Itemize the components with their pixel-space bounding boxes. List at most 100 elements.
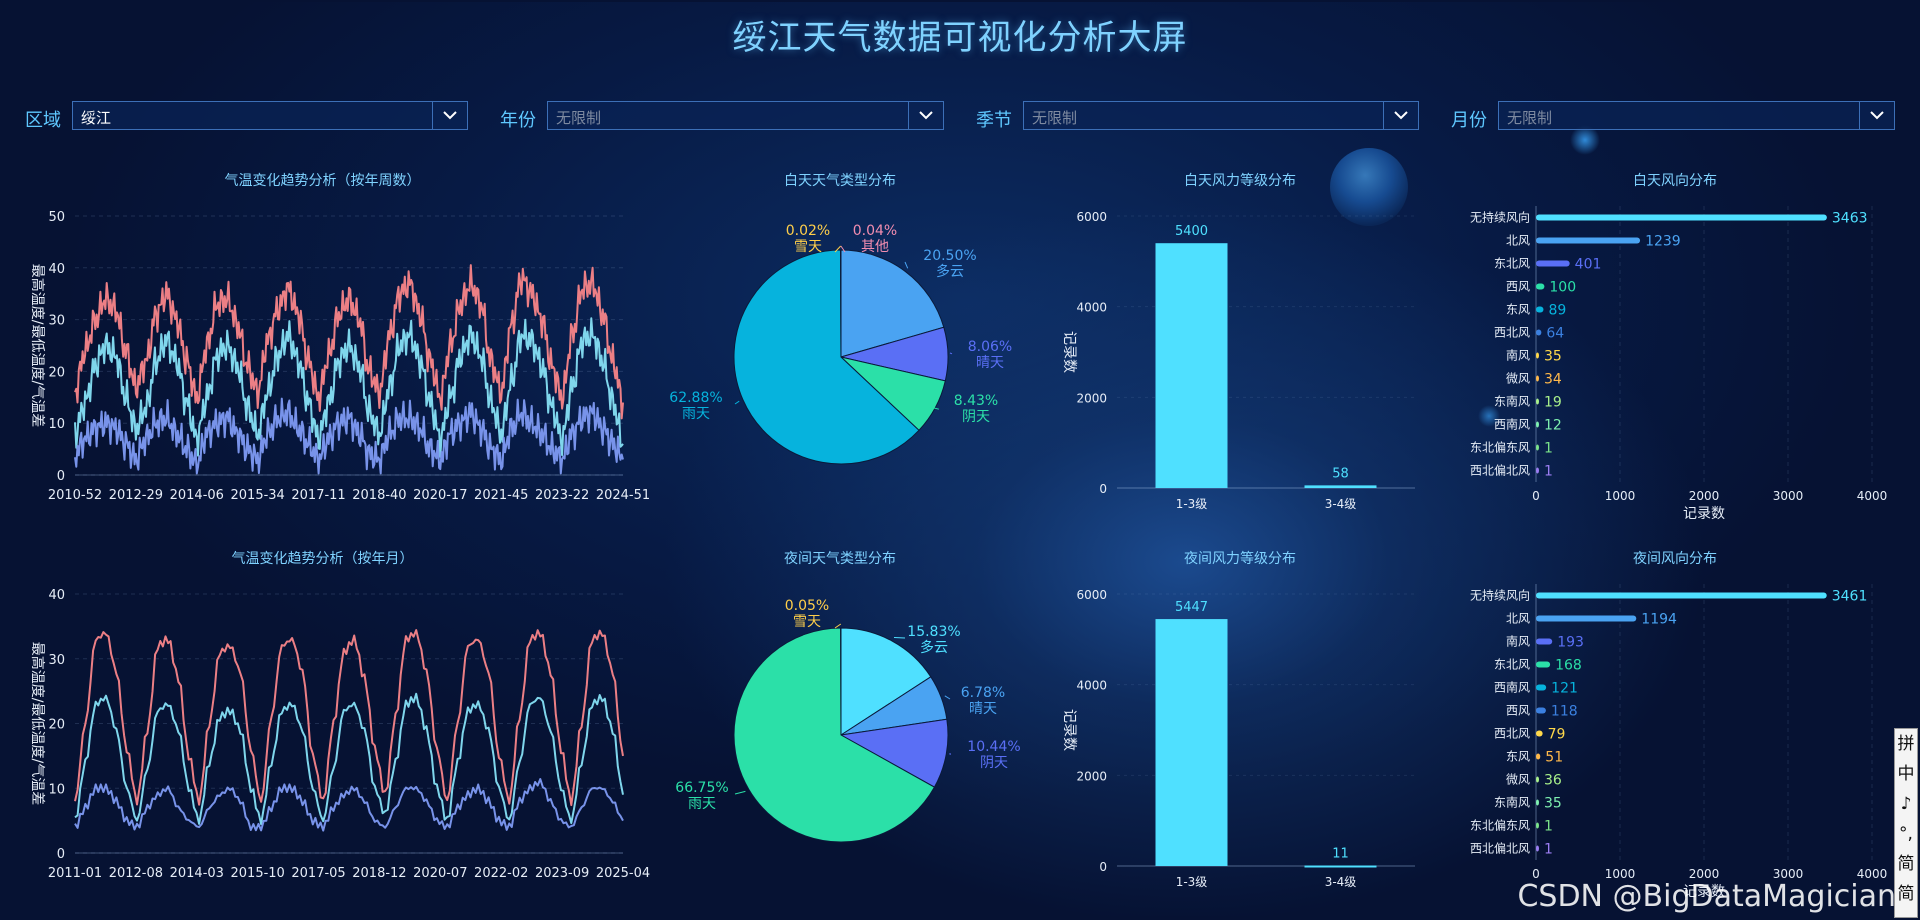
x-tick-label: 2010-52 (48, 488, 102, 503)
bar (1536, 283, 1545, 290)
pie-slice (733, 627, 936, 843)
y-tick-label: 6000 (1076, 588, 1107, 602)
y-tick-label: 西北风 (1494, 326, 1530, 340)
region-select[interactable]: 绥江 (72, 101, 468, 130)
pie-leader-line (904, 261, 909, 269)
bar-value-label: 3463 (1832, 211, 1868, 227)
x-tick-label: 2000 (1689, 489, 1720, 503)
pie-leader-line (834, 623, 842, 629)
bar (1536, 260, 1570, 267)
y-tick-label: 西北偏北风 (1470, 463, 1530, 478)
y-tick-label: 北风 (1506, 612, 1530, 626)
bar (1536, 352, 1539, 359)
chevron-down-icon[interactable] (1859, 102, 1894, 129)
month-select-placeholder: 无限制 (1507, 109, 1553, 127)
y-tick-label: 东北偏东风 (1470, 818, 1530, 833)
pie-leader-line (929, 406, 940, 410)
y-tick-label: 西风 (1506, 280, 1530, 294)
bar-value-label: 1 (1544, 464, 1553, 480)
filter-label-region: 区域 (25, 110, 61, 131)
chevron-down-icon[interactable] (432, 102, 467, 129)
bar-value-label: 3461 (1832, 589, 1868, 605)
chevron-down-icon[interactable] (1383, 102, 1418, 129)
bar (1536, 638, 1553, 645)
bar-value-label: 5400 (1175, 224, 1208, 239)
region-select-value: 绥江 (81, 109, 112, 127)
x-tick-label: 1-3级 (1176, 497, 1208, 511)
pie-leader-line (893, 637, 906, 639)
bar (1155, 243, 1228, 488)
night-wind-level-bar-chart: 0 2000 4000 6000 5447 1-3级 11 3-4级 记录数 (1061, 588, 1415, 889)
pie-leader-line (949, 352, 953, 355)
watermark-text: CSDN @BigDataMagician (1517, 879, 1896, 914)
bar-value-label: 35 (1544, 349, 1562, 365)
x-tick-label: 2014-03 (170, 866, 224, 881)
pie-name-label: 晴天 (976, 355, 1004, 371)
x-tick-label: 1000 (1605, 489, 1636, 503)
x-tick-label: 2018-12 (352, 866, 406, 881)
pie-name-label: 阴天 (962, 409, 990, 425)
bar-value-label: 12 (1544, 418, 1562, 434)
pie-leader-line (734, 400, 740, 405)
x-tick-label: 3-4级 (1325, 875, 1357, 889)
month-select[interactable]: 无限制 (1498, 101, 1895, 130)
pie-percent-label: 10.44% (967, 739, 1020, 755)
ime-item[interactable]: 拼 (1897, 734, 1915, 754)
pie-name-label: 雪天 (793, 614, 821, 630)
chevron-down-icon[interactable] (908, 102, 943, 129)
ime-item[interactable]: ♪ (1900, 794, 1912, 814)
ime-toolbar[interactable]: 拼 中 ♪ °, 简 简 (1894, 728, 1918, 918)
night-wind-level-panel: 夜间风力等级分布 0 2000 4000 6000 5447 1-3级 11 3-4级 记录数 (1040, 548, 1440, 893)
dashboard-screen (4, 2, 1916, 916)
y-tick-label: 4000 (1076, 679, 1107, 693)
bar-value-label: 89 (1548, 303, 1566, 319)
bar-value-label: 168 (1555, 658, 1582, 674)
series-line-high (74, 629, 624, 807)
bar-value-label: 100 (1549, 280, 1576, 296)
y-tick-label: 4000 (1076, 301, 1107, 315)
bar-value-label: 193 (1557, 635, 1584, 651)
temp-month-panel: 气温变化趋势分析（按年月） 0 10 20 30 40 2011-01 2012-08 201… (0, 548, 660, 908)
y-tick-label: 20 (48, 365, 65, 380)
pie-name-label: 多云 (936, 263, 964, 280)
y-tick-label: 西北偏北风 (1470, 841, 1530, 856)
pie-slice (840, 627, 932, 736)
day-weather-panel: 白天天气类型分布 20.50% 多云 8.06% 晴天 8.43% 阴天 62.88% 雨天 0… (660, 170, 1020, 490)
y-tick-label: 西风 (1506, 704, 1530, 718)
x-tick-label: 2024-51 (596, 488, 650, 503)
temp-week-panel: 气温变化趋势分析（按年周数） 0 10 20 30 40 50 2010-52 2012-29… (0, 170, 660, 525)
pie-percent-label: 6.78% (961, 685, 1005, 701)
night-wind-dir-panel: 夜间风向分布 0 1000 2000 3000 4000 无持续风向 3461 北风 1194 南… (1440, 548, 1910, 900)
bar-value-label: 35 (1544, 796, 1562, 812)
pie-name-label: 晴天 (969, 701, 997, 717)
pie-name-label: 多云 (920, 639, 948, 656)
temp-week-line-chart: 0 10 20 30 40 50 2010-52 2012-29 2014-06 2015-34 2… (29, 210, 650, 503)
ime-item[interactable]: °, (1899, 824, 1913, 844)
bar (1536, 421, 1539, 428)
y-tick-label: 无持续风向 (1470, 588, 1530, 603)
year-select-placeholder: 无限制 (556, 109, 602, 127)
year-select[interactable]: 无限制 (547, 101, 944, 130)
ime-item[interactable]: 简 (1897, 854, 1915, 874)
x-tick-label: 2015-10 (231, 866, 285, 881)
chart-title: 白天风力等级分布 (1184, 173, 1296, 189)
x-tick-label: 2023-09 (535, 866, 589, 881)
bar-value-label: 51 (1545, 750, 1563, 766)
x-tick-label: 3-4级 (1325, 497, 1357, 511)
ime-item[interactable]: 中 (1897, 764, 1915, 784)
bar-value-label: 36 (1544, 773, 1562, 789)
y-tick-label: 0 (57, 469, 65, 484)
x-tick-label: 4000 (1857, 867, 1888, 881)
x-tick-label: 0 (1532, 489, 1540, 503)
series-line-low (74, 397, 624, 475)
bar (1536, 444, 1539, 451)
x-tick-label: 2012-29 (109, 488, 163, 503)
bar-value-label: 1194 (1641, 612, 1677, 628)
season-select[interactable]: 无限制 (1023, 101, 1419, 130)
bar (1536, 237, 1641, 244)
bar (1536, 776, 1540, 783)
ime-item[interactable]: 简 (1897, 884, 1915, 904)
x-tick-label: 2000 (1689, 867, 1720, 881)
bar-value-label: 1 (1544, 441, 1553, 457)
chart-title: 气温变化趋势分析（按年周数） (224, 173, 421, 189)
